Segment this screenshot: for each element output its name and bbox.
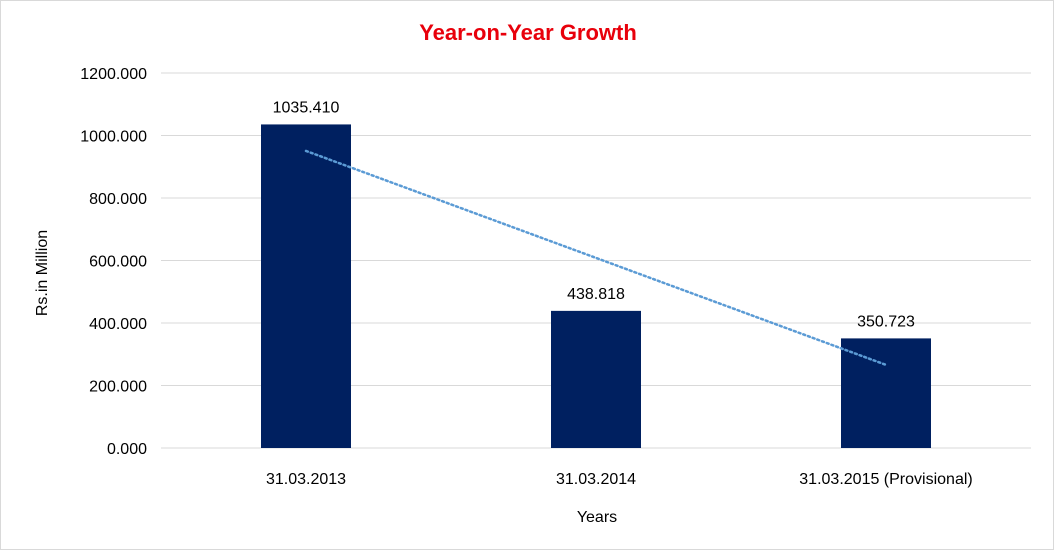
y-tick-label: 200.000 <box>89 379 147 396</box>
x-tick-label: 31.03.2014 <box>556 471 636 488</box>
bar <box>261 124 351 448</box>
y-tick-label: 800.000 <box>89 191 147 208</box>
data-label: 350.723 <box>857 313 915 330</box>
bar <box>841 338 931 448</box>
x-axis-label: Years <box>577 509 617 526</box>
data-labels: 1035.410 438.818 350.723 <box>273 99 915 330</box>
x-axis-ticks: 31.03.2013 31.03.2014 31.03.2015 (Provisio… <box>266 471 973 488</box>
x-tick-label: 31.03.2015 (Provisional) <box>799 471 972 488</box>
trendline <box>304 149 888 367</box>
trendline-group <box>304 149 888 367</box>
y-tick-label: 400.000 <box>89 316 147 333</box>
y-axis-label: Rs.in Million <box>34 230 51 316</box>
y-tick-label: 600.000 <box>89 254 147 271</box>
data-label: 1035.410 <box>273 99 340 116</box>
data-label: 438.818 <box>567 286 625 303</box>
x-tick-label: 31.03.2013 <box>266 471 346 488</box>
y-tick-label: 1200.000 <box>80 66 147 83</box>
y-tick-label: 1000.000 <box>80 129 147 146</box>
y-tick-label: 0.000 <box>107 441 147 458</box>
y-axis-ticks: 0.000 200.000 400.000 600.000 800.000 1000.00… <box>80 66 147 458</box>
chart-title: Year-on-Year Growth <box>419 20 637 45</box>
bar <box>551 310 641 448</box>
bars <box>261 124 931 448</box>
